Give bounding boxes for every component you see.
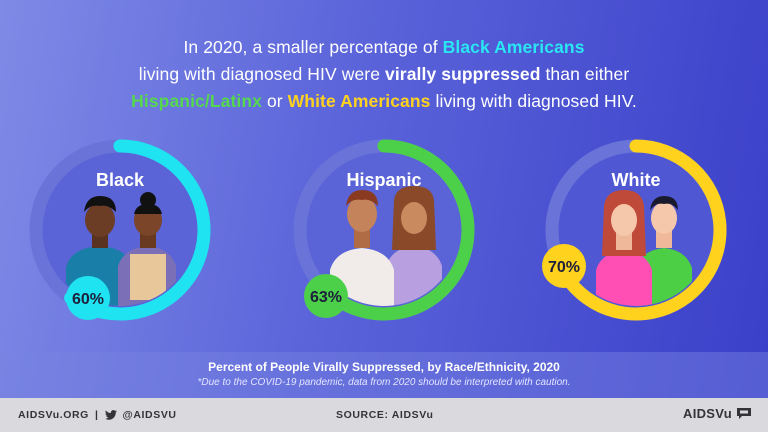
ring-label-white: White bbox=[612, 170, 661, 190]
donut-black: Black 60% bbox=[29, 139, 211, 321]
headline-text: or bbox=[261, 91, 288, 111]
highlight-white-americans: White Americans bbox=[287, 91, 431, 111]
donut-hispanic: Hispanic 63% bbox=[293, 139, 475, 321]
donut-arc-black bbox=[64, 139, 211, 321]
footer-links: AIDSVu.ORG | @AIDSVU bbox=[18, 409, 177, 421]
headline: In 2020, a smaller percentage of Black A… bbox=[0, 34, 768, 115]
brand-name: AIDSVu bbox=[683, 406, 732, 421]
donut-white: White 70% bbox=[542, 139, 727, 321]
value-label-black: 60% bbox=[72, 291, 104, 308]
speech-bubble-map-icon bbox=[737, 408, 751, 419]
twitter-bird-icon bbox=[104, 410, 117, 420]
value-badge-black bbox=[66, 276, 110, 320]
brand-logo: AIDSVu bbox=[683, 406, 752, 421]
highlight-black-americans: Black Americans bbox=[442, 37, 585, 57]
headline-text: than either bbox=[540, 64, 630, 84]
headline-text: living with diagnosed HIV were bbox=[138, 64, 385, 84]
ring-label-black: Black bbox=[96, 170, 145, 190]
headline-text: living with diagnosed HIV. bbox=[430, 91, 637, 111]
site-link[interactable]: AIDSVu.ORG bbox=[18, 409, 89, 421]
chart-caption: Percent of People Virally Suppressed, by… bbox=[0, 352, 768, 398]
donut-charts: Black 60% Hispanic 63% bbox=[29, 139, 727, 321]
ring-label-hispanic: Hispanic bbox=[346, 170, 421, 190]
headline-text: In 2020, a smaller percentage of bbox=[183, 37, 443, 57]
headline-line-2: living with diagnosed HIV were virally s… bbox=[0, 61, 768, 88]
value-label-white: 70% bbox=[548, 259, 580, 276]
chart-footnote: *Due to the COVID-19 pandemic, data from… bbox=[197, 377, 571, 388]
source-label: SOURCE: AIDSVu bbox=[336, 409, 434, 421]
donut-arc-white bbox=[549, 139, 727, 321]
value-label-hispanic: 63% bbox=[310, 289, 342, 306]
footer-bar: AIDSVu.ORG | @AIDSVU SOURCE: AIDSVu AIDS… bbox=[0, 398, 768, 432]
headline-line-3: Hispanic/Latinx or White Americans livin… bbox=[0, 88, 768, 115]
footer-separator: | bbox=[94, 409, 99, 421]
twitter-handle-link[interactable]: @AIDSVU bbox=[122, 409, 177, 421]
value-badge-white bbox=[542, 244, 586, 288]
highlight-hispanic-latinx: Hispanic/Latinx bbox=[131, 91, 262, 111]
chart-title: Percent of People Virally Suppressed, by… bbox=[208, 360, 560, 374]
headline-line-1: In 2020, a smaller percentage of Black A… bbox=[0, 34, 768, 61]
donut-arc-hispanic bbox=[316, 139, 475, 321]
highlight-virally-suppressed: virally suppressed bbox=[385, 64, 541, 84]
value-badge-hispanic bbox=[304, 274, 348, 318]
people-illustration-hispanic bbox=[330, 186, 442, 306]
